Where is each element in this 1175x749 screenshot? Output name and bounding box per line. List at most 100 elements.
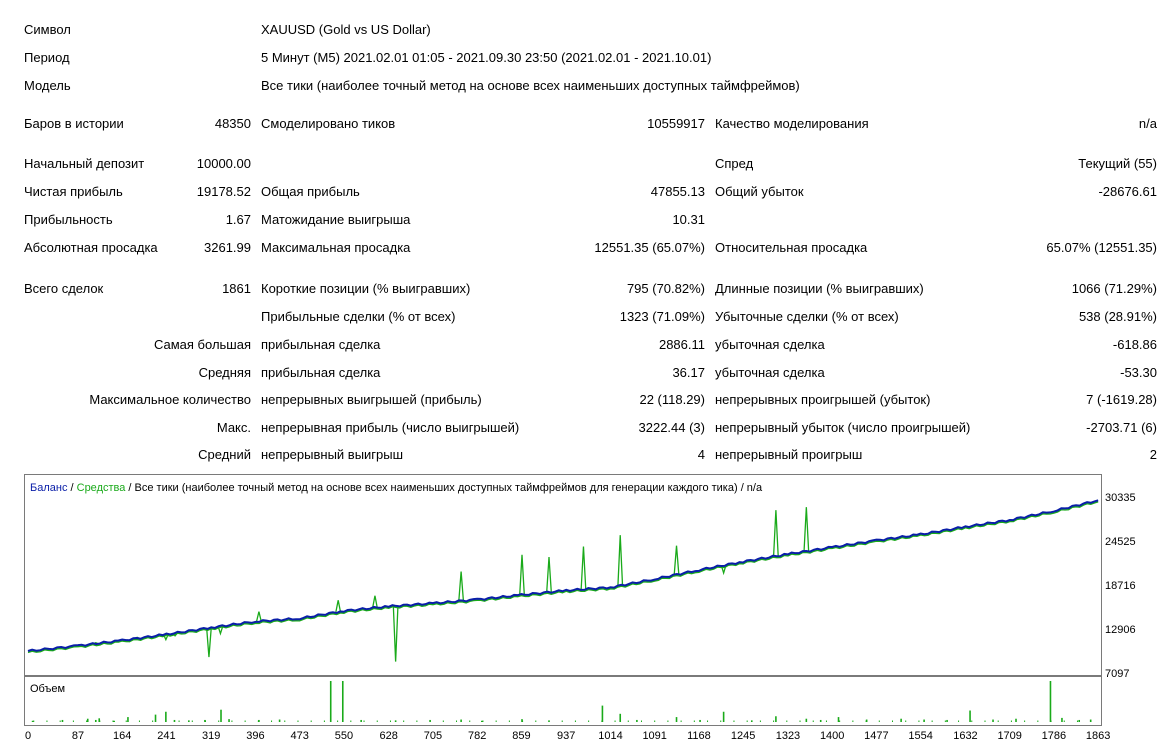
equity-dip	[392, 605, 399, 662]
model-value: Все тики (наиболее точный метод на основ…	[261, 78, 800, 93]
loss-trades-label: Убыточные сделки (% от всех)	[715, 309, 899, 324]
x-tick-label: 396	[246, 730, 264, 742]
equity-dip	[580, 546, 587, 590]
largest-label: Самая большая	[153, 337, 251, 352]
max-cons-win-label: непрерывная прибыль (число выигрышей)	[261, 420, 520, 435]
x-tick-label: 628	[380, 730, 398, 742]
x-tick-label: 1709	[997, 730, 1021, 742]
profitability-value: 1.67	[225, 212, 251, 227]
legend-equity: Средства	[77, 482, 127, 494]
ticks-value: 10559917	[647, 116, 705, 131]
spread-label: Спред	[715, 156, 754, 171]
equity-dip	[162, 634, 169, 642]
abs-drawdown-value: 3261.99	[204, 240, 251, 255]
x-tick-label: 0	[25, 730, 31, 742]
equity-dip	[335, 600, 342, 612]
gross-loss-value: -28676.61	[1098, 184, 1157, 199]
max-count-win-value: 22 (118.29)	[639, 392, 705, 407]
rel-drawdown-value: 65.07% (12551.35)	[1046, 240, 1157, 255]
equity-dip	[255, 611, 262, 622]
period-label: Период	[24, 50, 70, 65]
max-cons-loss-value: -2703.71 (6)	[1086, 420, 1157, 435]
gross-profit-value: 47855.13	[650, 184, 705, 199]
net-profit-value: 19178.52	[196, 184, 251, 199]
x-tick-label: 1014	[598, 730, 622, 742]
average-label: Средняя	[198, 365, 251, 380]
avg-cons-loss-value: 2	[1149, 447, 1157, 462]
total-trades-label: Всего сделок	[24, 281, 104, 296]
expected-payoff-value: 10.31	[672, 212, 705, 227]
largest-loss-value: -618.86	[1112, 337, 1157, 352]
short-pos-label: Короткие позиции (% выигравших)	[261, 281, 471, 296]
max-drawdown-value: 12551.35 (65.07%)	[594, 240, 705, 255]
balance-chart-frame	[24, 474, 1102, 676]
legend-rest: / Все тики (наиболее точный метод на осн…	[125, 482, 763, 494]
y-tick-label: 24525	[1105, 536, 1136, 548]
max-cons-loss-label: непрерывный убыток (число проигрышей)	[715, 420, 971, 435]
avg-cons-win-value: 4	[697, 447, 705, 462]
volume-label: Объем	[30, 683, 65, 695]
volume-chart-frame	[24, 676, 1102, 726]
x-tick-label: 859	[512, 730, 530, 742]
x-tick-label: 1323	[776, 730, 800, 742]
equity-dip	[673, 545, 680, 575]
loss-trades-value: 538 (28.91%)	[1078, 309, 1157, 324]
gross-loss-label: Общий убыток	[715, 184, 804, 199]
x-tick-label: 782	[468, 730, 486, 742]
largest-loss-label: убыточная сделка	[715, 337, 825, 352]
long-pos-value: 1066 (71.29%)	[1071, 281, 1157, 296]
bars-value: 48350	[214, 116, 251, 131]
equity-dip	[772, 510, 779, 557]
max-count-loss-label: непрерывных проигрышей (убыток)	[715, 392, 931, 407]
gross-profit-label: Общая прибыль	[261, 184, 360, 199]
symbol-label: Символ	[24, 22, 71, 37]
x-tick-label: 1632	[953, 730, 977, 742]
average-loss-label: убыточная сделка	[715, 365, 825, 380]
max-cons-label: Макс.	[216, 420, 251, 435]
largest-profit-label: прибыльная сделка	[261, 337, 381, 352]
equity-dip	[519, 554, 525, 595]
equity-dip	[720, 565, 727, 576]
total-trades-value: 1861	[222, 281, 251, 296]
y-tick-label: 30335	[1105, 492, 1136, 504]
x-tick-label: 550	[335, 730, 353, 742]
deposit-value: 10000.00	[196, 156, 251, 171]
abs-drawdown-label: Абсолютная просадка	[24, 240, 158, 255]
x-tick-label: 319	[202, 730, 220, 742]
equity-dip	[372, 595, 378, 608]
largest-profit-value: 2886.11	[658, 337, 705, 352]
max-drawdown-label: Максимальная просадка	[261, 240, 411, 255]
period-value: 5 Минут (M5) 2021.02.01 01:05 - 2021.09.…	[261, 50, 712, 65]
x-tick-label: 164	[113, 730, 131, 742]
equity-dip	[217, 626, 224, 636]
x-tick-label: 1554	[908, 730, 932, 742]
y-tick-label: 7097	[1105, 668, 1129, 680]
equity-dip	[205, 627, 212, 658]
avg-cons-win-label: непрерывный выигрыш	[261, 447, 404, 462]
x-tick-label: 937	[557, 730, 575, 742]
legend-sep: /	[67, 482, 76, 494]
x-tick-label: 473	[291, 730, 309, 742]
chart-legend: Баланс / Средства / Все тики (наиболее т…	[30, 482, 763, 494]
average-profit-value: 36.17	[672, 365, 705, 380]
avg-cons-loss-label: непрерывный проигрыш	[715, 447, 863, 462]
net-profit-label: Чистая прибыль	[24, 184, 123, 199]
x-tick-label: 1168	[687, 730, 711, 742]
x-tick-label: 705	[424, 730, 442, 742]
max-count-loss-value: 7 (-1619.28)	[1086, 392, 1157, 407]
spread-value: Текущий (55)	[1078, 156, 1157, 171]
max-count-label: Максимальное количество	[89, 392, 251, 407]
x-tick-label: 1786	[1042, 730, 1066, 742]
x-tick-label: 1091	[642, 730, 666, 742]
symbol-value: XAUUSD (Gold vs US Dollar)	[261, 22, 431, 37]
avg-cons-label: Средний	[198, 447, 251, 462]
x-tick-label: 1863	[1086, 730, 1110, 742]
balance-line	[27, 499, 1099, 652]
deposit-label: Начальный депозит	[24, 156, 145, 171]
short-pos-value: 795 (70.82%)	[626, 281, 705, 296]
average-profit-label: прибыльная сделка	[261, 365, 381, 380]
profitability-label: Прибыльность	[24, 212, 113, 227]
x-tick-label: 87	[72, 730, 84, 742]
long-pos-label: Длинные позиции (% выигравших)	[715, 281, 924, 296]
